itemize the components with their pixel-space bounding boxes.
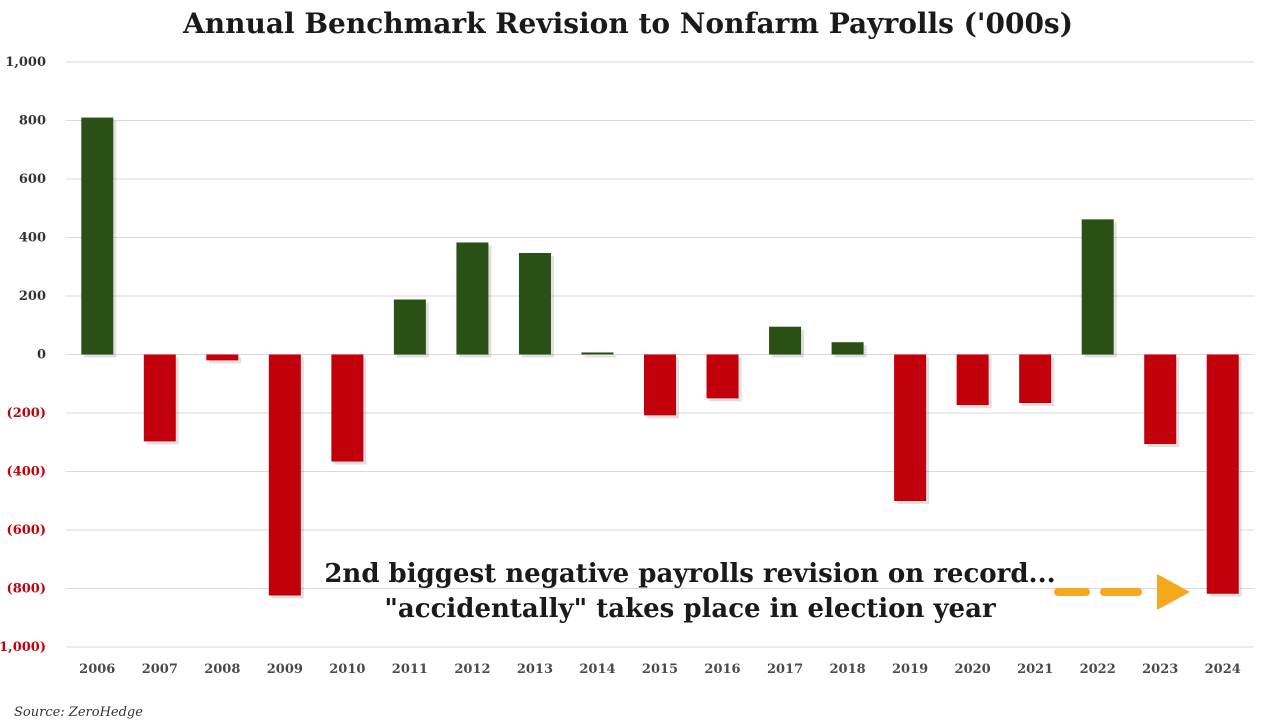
annotation-line-2: "accidentally" takes place in election y… (384, 594, 996, 624)
x-tick-label: 2023 (1142, 662, 1178, 677)
x-tick-label: 2015 (642, 662, 678, 677)
x-tick-label: 2014 (579, 662, 615, 677)
y-tick-label: (200) (7, 406, 46, 421)
x-tick-label: 2011 (392, 662, 428, 677)
bar (331, 354, 364, 462)
x-tick-label: 2019 (892, 662, 928, 677)
x-tick-label: 2009 (267, 662, 303, 677)
bar (268, 354, 301, 596)
bar (81, 117, 114, 355)
arrow-head (1157, 574, 1190, 610)
y-tick-label: (600) (7, 523, 46, 538)
bar (206, 354, 239, 361)
bar-shadow (209, 357, 242, 364)
bar (581, 352, 614, 355)
x-tick-label: 2016 (704, 662, 740, 677)
bar (1019, 354, 1052, 404)
bar (456, 242, 489, 355)
chart-title: Annual Benchmark Revision to Nonfarm Pay… (182, 7, 1073, 40)
x-axis: 2006 2007 2008 2009 2010 2011 2012 2013 2014 2015… (79, 662, 1241, 677)
x-tick-label: 2013 (517, 662, 553, 677)
x-tick-label: 2017 (767, 662, 803, 677)
y-tick-label: 600 (19, 172, 46, 187)
x-tick-label: 2010 (329, 662, 365, 677)
bar (831, 342, 864, 355)
bar (706, 354, 739, 399)
x-tick-label: 2024 (1205, 662, 1241, 677)
bar (143, 354, 176, 442)
x-tick-label: 2006 (79, 662, 115, 677)
y-tick-label: (1,000) (0, 640, 46, 655)
bar-shadow (584, 355, 617, 358)
bar (644, 354, 676, 416)
x-tick-label: 2008 (204, 662, 240, 677)
x-tick-label: 2020 (955, 662, 991, 677)
source-note: Source: ZeroHedge (14, 705, 143, 720)
x-tick-label: 2022 (1080, 662, 1116, 677)
bar (956, 354, 989, 406)
bar (393, 299, 426, 355)
y-tick-label: 1,000 (5, 55, 46, 70)
annotation-line-1: 2nd biggest negative payrolls revision o… (324, 559, 1055, 589)
x-tick-label: 2012 (454, 662, 490, 677)
bar (1081, 219, 1114, 355)
y-tick-label: 800 (19, 114, 46, 129)
y-axis: 1,000 800 600 400 200 0 (200) (400) (600) (800) (1… (0, 55, 46, 655)
bar (769, 326, 802, 355)
y-tick-label: 400 (19, 231, 46, 246)
y-tick-label: 0 (37, 348, 46, 363)
arrow-icon (1054, 574, 1190, 610)
bar (518, 253, 551, 355)
x-tick-label: 2018 (829, 662, 865, 677)
bars (81, 117, 1242, 599)
x-tick-label: 2007 (142, 662, 178, 677)
y-tick-label: (800) (7, 582, 46, 597)
bar (894, 354, 927, 502)
bar (1206, 354, 1239, 594)
y-tick-label: 200 (19, 289, 46, 304)
annotation: 2nd biggest negative payrolls revision o… (324, 559, 1055, 624)
y-tick-label: (400) (7, 465, 46, 480)
x-tick-label: 2021 (1017, 662, 1053, 677)
bar (1144, 354, 1177, 445)
